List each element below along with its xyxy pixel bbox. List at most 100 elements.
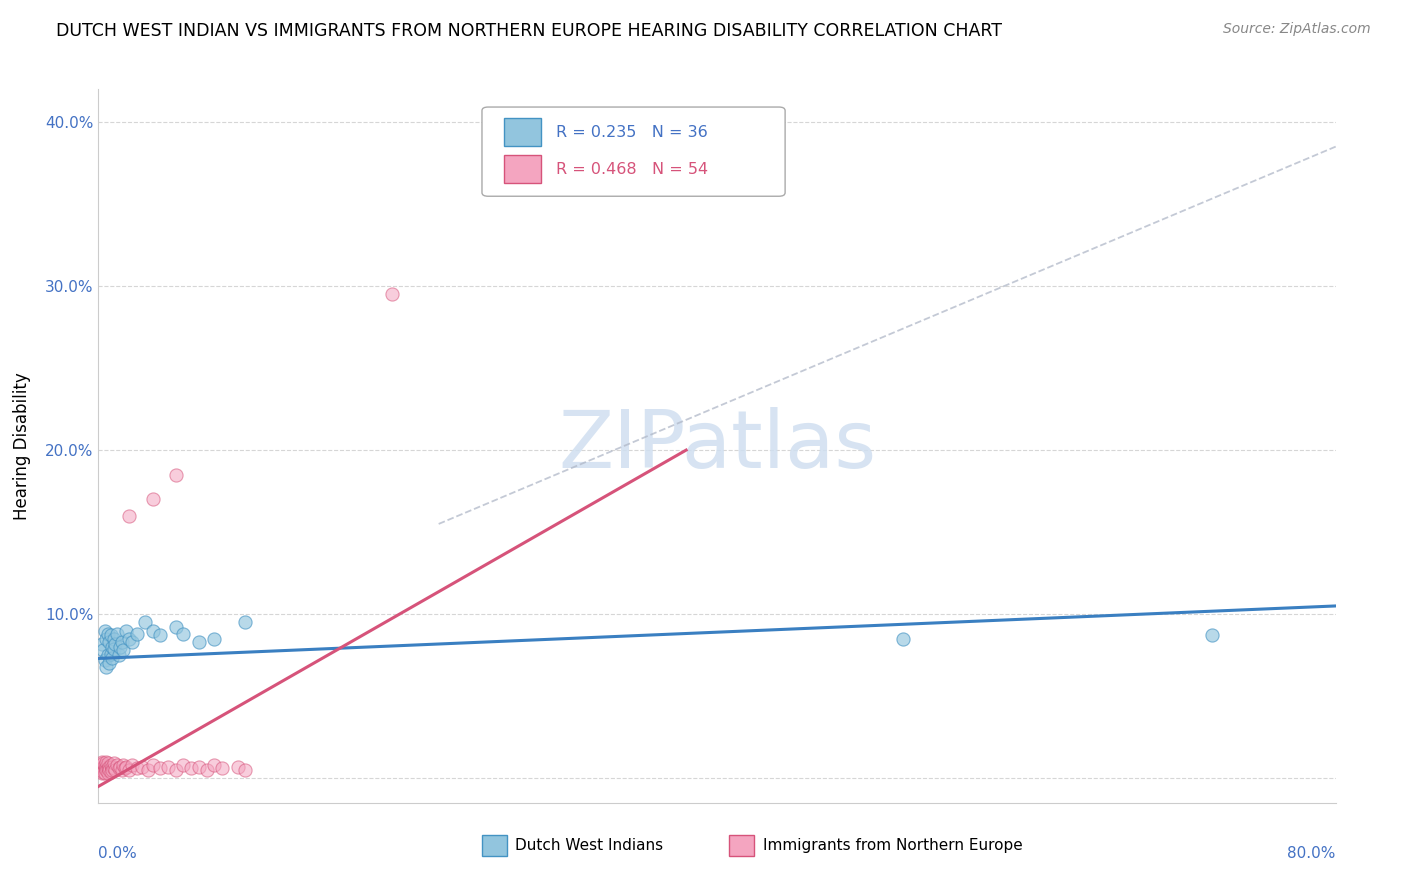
Point: [112, 643, 135, 657]
Point: [115, 624, 138, 638]
Point: [136, 763, 159, 777]
Point: [381, 287, 404, 301]
Point: [96, 763, 118, 777]
Point: [112, 758, 135, 772]
Point: [97, 756, 120, 771]
Point: [141, 758, 165, 772]
Point: [107, 648, 129, 662]
Point: [149, 628, 172, 642]
Text: R = 0.235   N = 36: R = 0.235 N = 36: [557, 125, 709, 139]
Text: DUTCH WEST INDIAN VS IMMIGRANTS FROM NORTHERN EUROPE HEARING DISABILITY CORRELAT: DUTCH WEST INDIAN VS IMMIGRANTS FROM NOR…: [56, 22, 1002, 40]
Point: [172, 758, 194, 772]
Point: [100, 628, 122, 642]
Point: [101, 651, 124, 665]
Point: [103, 632, 125, 646]
Point: [233, 615, 257, 630]
Point: [90, 761, 112, 775]
Bar: [482, 835, 506, 856]
Point: [121, 758, 143, 772]
Point: [98, 763, 121, 777]
Point: [131, 760, 153, 774]
Point: [96, 755, 118, 769]
Text: Source: ZipAtlas.com: Source: ZipAtlas.com: [1223, 22, 1371, 37]
Point: [226, 760, 249, 774]
Point: [108, 640, 131, 654]
Point: [114, 761, 136, 775]
Point: [93, 653, 115, 667]
Point: [89, 758, 111, 772]
Point: [180, 761, 202, 775]
Point: [97, 761, 120, 775]
Point: [141, 624, 165, 638]
Point: [211, 761, 233, 775]
Point: [100, 647, 122, 661]
Point: [104, 763, 127, 777]
Point: [104, 637, 127, 651]
Point: [103, 756, 125, 771]
Point: [90, 637, 112, 651]
Point: [118, 632, 141, 646]
Point: [100, 764, 122, 779]
Point: [111, 763, 132, 777]
Y-axis label: Hearing Disability: Hearing Disability: [13, 372, 31, 520]
Point: [121, 635, 143, 649]
Text: R = 0.468   N = 54: R = 0.468 N = 54: [557, 161, 709, 177]
Point: [165, 620, 187, 634]
Point: [118, 763, 141, 777]
Point: [891, 632, 914, 646]
Point: [101, 640, 124, 654]
Text: Immigrants from Northern Europe: Immigrants from Northern Europe: [763, 838, 1022, 853]
Point: [93, 758, 115, 772]
Point: [1201, 628, 1223, 642]
Point: [90, 766, 112, 780]
Point: [204, 758, 226, 772]
Point: [111, 635, 132, 649]
Point: [149, 761, 172, 775]
FancyBboxPatch shape: [482, 107, 785, 196]
Point: [100, 758, 122, 772]
Point: [103, 761, 125, 775]
Point: [118, 508, 141, 523]
Point: [90, 755, 112, 769]
Point: [172, 627, 194, 641]
Point: [105, 758, 128, 772]
Point: [96, 659, 118, 673]
Point: [91, 756, 114, 771]
Point: [165, 467, 187, 482]
Point: [188, 760, 211, 774]
Point: [97, 627, 120, 641]
Point: [93, 766, 115, 780]
Point: [96, 632, 118, 646]
Point: [91, 643, 114, 657]
Point: [93, 761, 115, 775]
Text: 80.0%: 80.0%: [1288, 846, 1336, 861]
Point: [127, 761, 149, 775]
Point: [98, 760, 121, 774]
Bar: [730, 835, 754, 856]
Point: [108, 760, 131, 774]
Text: Dutch West Indians: Dutch West Indians: [516, 838, 664, 853]
Point: [107, 761, 129, 775]
Point: [188, 635, 211, 649]
Point: [134, 615, 156, 630]
Point: [105, 627, 128, 641]
Point: [195, 763, 218, 777]
Point: [93, 624, 115, 638]
Bar: [505, 118, 541, 146]
Bar: [505, 155, 541, 184]
Point: [101, 760, 124, 774]
Point: [98, 635, 121, 649]
Text: ZIPatlas: ZIPatlas: [558, 407, 876, 485]
Point: [204, 632, 226, 646]
Point: [141, 492, 165, 507]
Point: [127, 627, 149, 641]
Point: [97, 648, 120, 662]
Point: [91, 760, 114, 774]
Text: 0.0%: 0.0%: [98, 846, 138, 861]
Point: [115, 760, 138, 774]
Point: [157, 760, 180, 774]
Point: [98, 657, 121, 671]
Point: [96, 760, 118, 774]
Point: [165, 763, 187, 777]
Point: [103, 641, 125, 656]
